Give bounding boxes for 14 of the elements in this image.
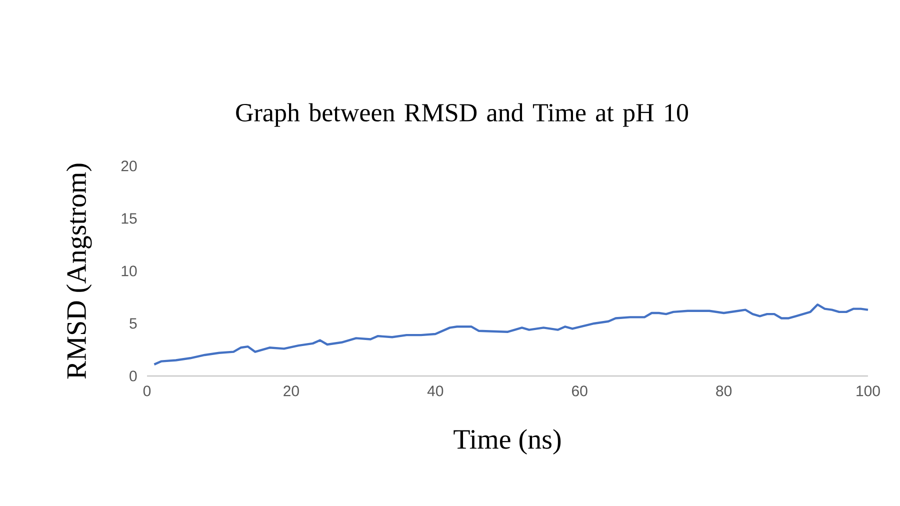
x-tick-label: 40 xyxy=(427,386,444,396)
y-axis-title: RMSD (Angstrom) xyxy=(66,164,92,379)
y-tick-label: 10 xyxy=(122,266,137,276)
x-tick-label: 0 xyxy=(143,386,151,396)
x-axis-title: Time (ns) xyxy=(454,429,561,455)
y-tick-label: 15 xyxy=(122,213,137,224)
y-tick-label: 20 xyxy=(121,160,137,172)
y-tick-label: 0 xyxy=(130,370,137,382)
chart-title: Graph between RMSD and Time at pH 10 xyxy=(236,103,688,127)
x-tick-label: 80 xyxy=(716,386,732,396)
x-tick-label: 20 xyxy=(284,386,299,396)
x-tick-label: 100 xyxy=(856,386,880,396)
y-tick-label: 5 xyxy=(130,318,137,329)
x-tick-label: 60 xyxy=(572,386,588,396)
